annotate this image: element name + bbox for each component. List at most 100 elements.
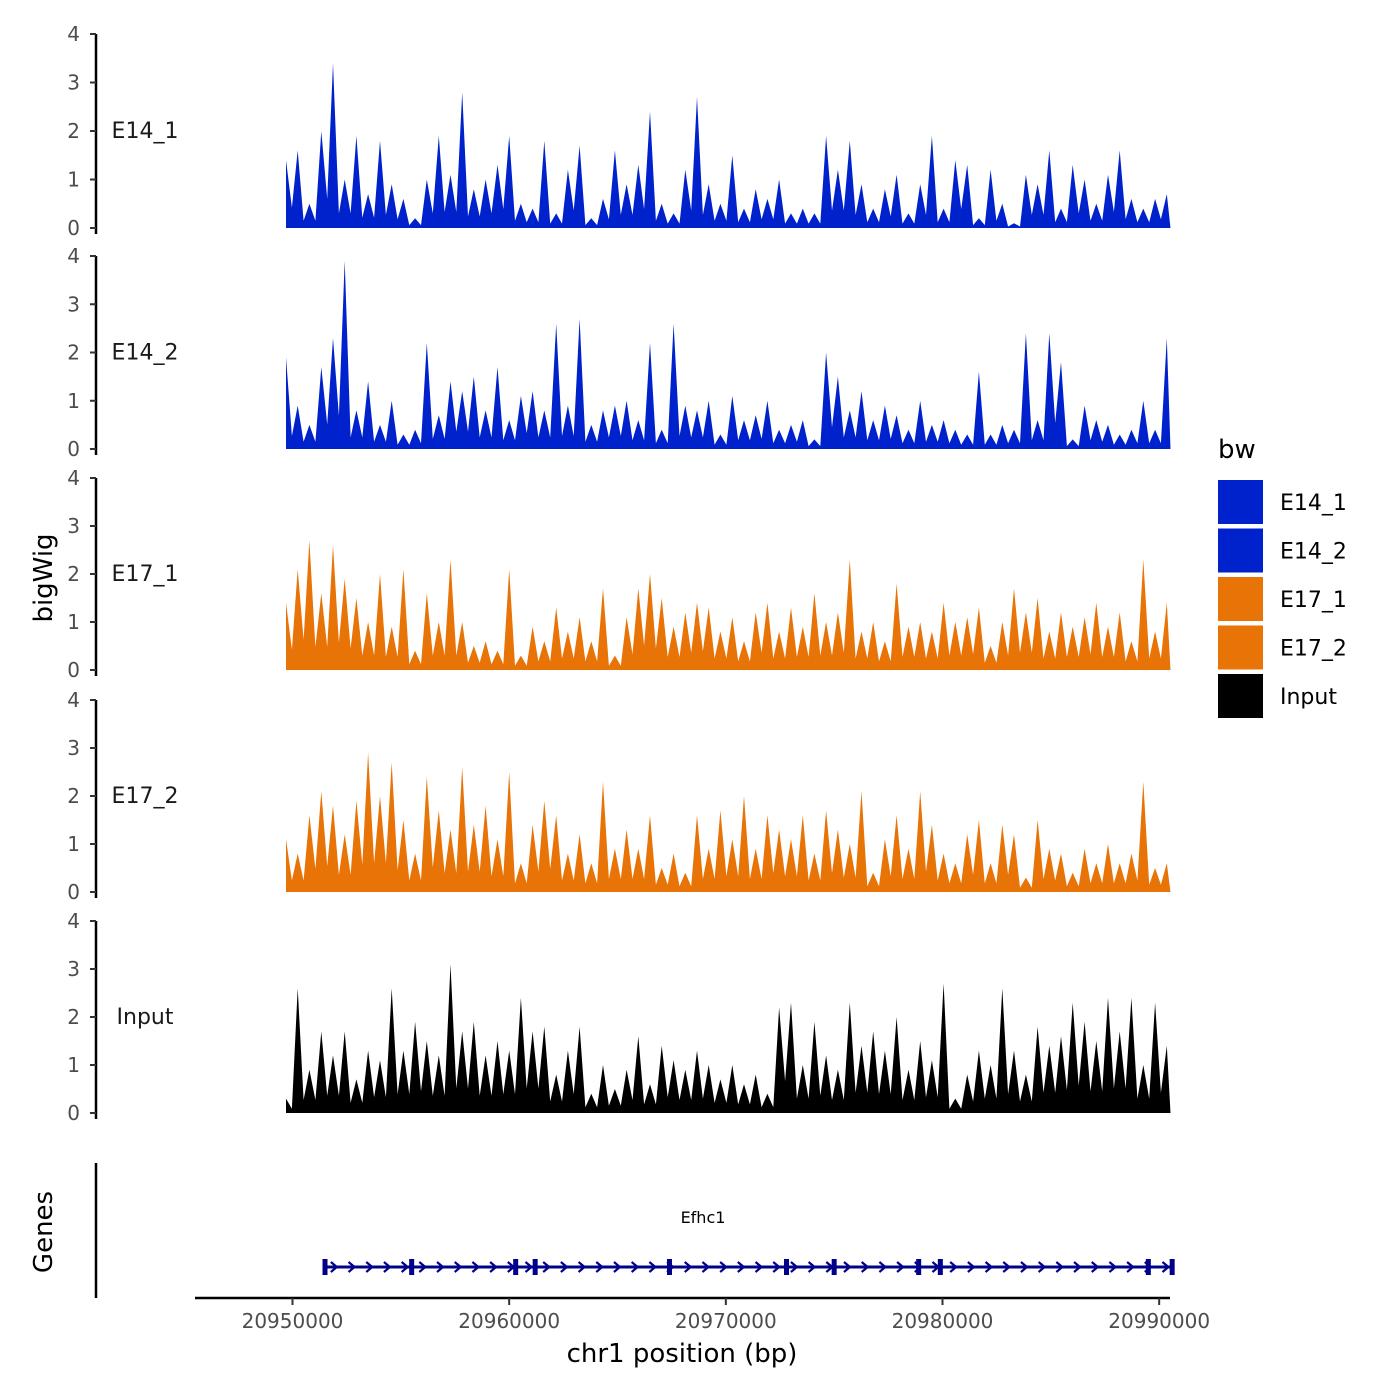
- gene-track: Genes Efhc1: [29, 1163, 1175, 1298]
- strand-arrow: [754, 1261, 764, 1273]
- track-label: E14_1: [112, 119, 179, 144]
- area-series-E17_1: [286, 540, 1175, 670]
- legend-swatch-E14_1: [1218, 480, 1263, 524]
- strand-arrow: [1020, 1261, 1029, 1273]
- strand-arrow: [719, 1261, 728, 1273]
- strand-arrow: [1073, 1261, 1082, 1273]
- strand-arrow: [860, 1261, 870, 1273]
- track-label: E17_2: [112, 784, 179, 809]
- y-tick-label: 2: [67, 341, 80, 365]
- strand-arrow: [524, 1261, 534, 1273]
- strand-arrow: [471, 1261, 481, 1273]
- y-tick-label: 3: [67, 514, 80, 538]
- y-tick-label: 4: [67, 909, 80, 933]
- strand-arrow: [1161, 1261, 1171, 1273]
- y-tick-label: 4: [67, 244, 80, 268]
- strand-arrow: [684, 1261, 693, 1273]
- gene-exon: [513, 1259, 519, 1275]
- area-series-E14_1: [286, 63, 1175, 228]
- legend-swatch-Input: [1218, 674, 1263, 718]
- x-tick-label: 20960000: [458, 1309, 560, 1333]
- strand-arrow: [577, 1261, 587, 1273]
- strand-arrow: [560, 1261, 569, 1273]
- y-tick-label: 1: [67, 832, 80, 856]
- y-tick-label: 2: [67, 562, 80, 586]
- gene-exon: [1145, 1259, 1151, 1275]
- legend-items: E14_1 E14_2 E17_1 E17_2 Input: [1218, 480, 1347, 718]
- strand-arrow: [1126, 1261, 1135, 1273]
- strand-arrow: [843, 1261, 852, 1273]
- strand-arrow: [1108, 1261, 1118, 1273]
- legend-swatch-E17_2: [1218, 625, 1263, 670]
- y-tick-label: 1: [67, 1053, 80, 1077]
- strand-arrow: [648, 1261, 658, 1273]
- strand-arrow: [400, 1261, 410, 1273]
- gene-exon: [409, 1259, 415, 1275]
- y-tick-label: 1: [67, 168, 80, 192]
- strand-arrow: [1002, 1261, 1011, 1273]
- gene-exon: [1169, 1259, 1175, 1275]
- strand-arrow: [613, 1261, 622, 1273]
- track-E14_1: 0 1 2 3 4 E14_1: [67, 22, 1175, 240]
- strand-arrow: [790, 1261, 799, 1273]
- y-tick-label: 3: [67, 71, 80, 95]
- area-series-E17_2: [286, 752, 1175, 892]
- track-E14_2: 0 1 2 3 4 E14_2: [67, 244, 1175, 461]
- y-tick-label: 2: [67, 1005, 80, 1029]
- y-tick-label: 3: [67, 957, 80, 981]
- legend-label-E17_1: E17_1: [1280, 588, 1347, 613]
- area-series-E14_2: [286, 260, 1175, 449]
- strand-arrow: [737, 1261, 746, 1273]
- strand-arrow: [1091, 1261, 1100, 1273]
- legend-label-E17_2: E17_2: [1280, 637, 1347, 662]
- y-tick-label: 0: [67, 658, 80, 682]
- gene-name-label: Efhc1: [681, 1208, 726, 1227]
- strand-arrow: [878, 1261, 888, 1273]
- signal-tracks: 0 1 2 3 4 E14_1 0 1 2 3 4 E14_2 0 1 2 3 4 E17_1 0 1 2 3 4 E17_2…: [67, 22, 1175, 1125]
- y-tick-label: 3: [67, 736, 80, 760]
- area-series-Input: [286, 964, 1175, 1113]
- gene-exon: [831, 1259, 837, 1275]
- legend-title: bw: [1218, 435, 1256, 465]
- strand-arrow: [542, 1261, 551, 1273]
- x-axis-title: chr1 position (bp): [567, 1339, 798, 1369]
- strand-arrow: [489, 1261, 498, 1273]
- y-tick-label: 4: [67, 466, 80, 490]
- x-tick-label: 20980000: [892, 1309, 994, 1333]
- track-E17_2: 0 1 2 3 4 E17_2: [67, 688, 1175, 904]
- track-Input: 0 1 2 3 4 Input: [67, 909, 1175, 1125]
- x-axis-ticks: 20950000 20960000 20970000 20980000 20990000: [242, 1298, 1210, 1333]
- y-tick-label: 0: [67, 1101, 80, 1125]
- y-tick-label: 2: [67, 119, 80, 143]
- y-tick-label: 0: [67, 437, 80, 461]
- legend-swatch-E14_2: [1218, 528, 1263, 573]
- gene-exon: [916, 1259, 922, 1275]
- gene-exon: [937, 1259, 943, 1275]
- gene-track-label: Genes: [29, 1191, 59, 1273]
- y-tick-label: 2: [67, 784, 80, 808]
- y-tick-label: 0: [67, 880, 80, 904]
- strand-arrow: [967, 1261, 976, 1273]
- x-tick-label: 20990000: [1108, 1309, 1210, 1333]
- strand-arrow: [772, 1261, 781, 1273]
- strand-arrow: [984, 1261, 994, 1273]
- gene-exon: [667, 1259, 672, 1275]
- y-tick-label: 4: [67, 688, 80, 712]
- x-axis: 20950000 20960000 20970000 20980000 20990000…: [195, 1296, 1210, 1369]
- strand-arrow: [365, 1261, 374, 1273]
- strand-arrow: [1037, 1261, 1047, 1273]
- y-tick-label: 0: [67, 216, 80, 240]
- track-E17_1: 0 1 2 3 4 E17_1: [67, 466, 1175, 682]
- gene-exon: [322, 1259, 328, 1275]
- y-tick-label: 4: [67, 22, 80, 46]
- strand-arrow: [383, 1261, 392, 1273]
- legend: bw E14_1 E14_2 E17_1 E17_2 Input: [1218, 435, 1347, 718]
- strand-arrow: [347, 1261, 357, 1273]
- strand-arrow: [595, 1261, 604, 1273]
- y-tick-label: 1: [67, 610, 80, 634]
- strand-arrow: [701, 1261, 711, 1273]
- gene-exon: [784, 1259, 789, 1275]
- strand-arrow: [630, 1261, 640, 1273]
- strand-arrow: [436, 1261, 445, 1273]
